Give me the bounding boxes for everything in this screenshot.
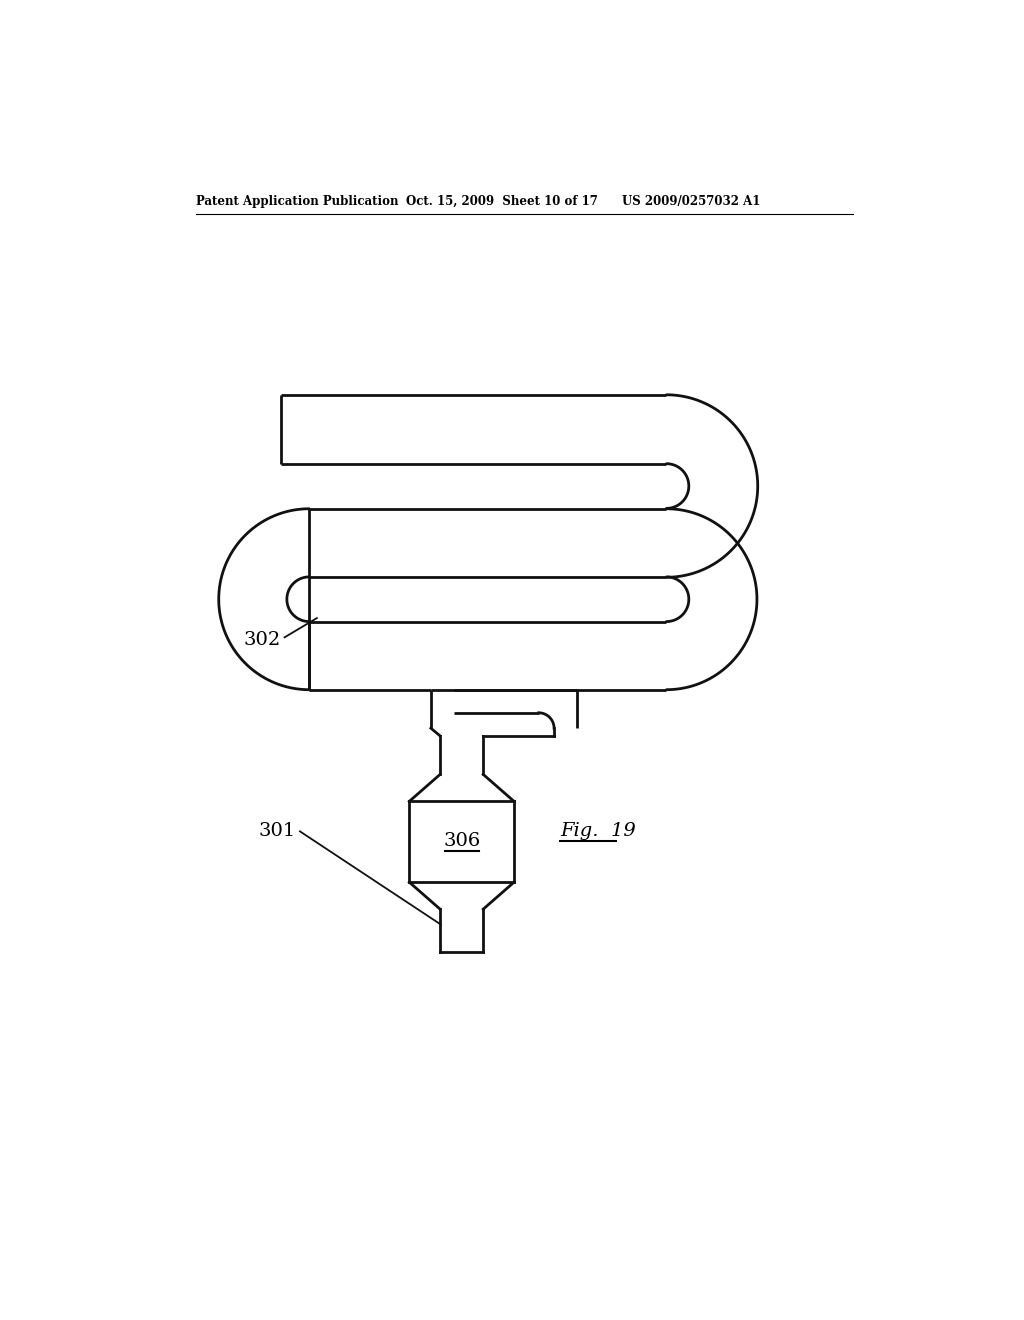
Text: Patent Application Publication: Patent Application Publication xyxy=(196,195,398,209)
Text: US 2009/0257032 A1: US 2009/0257032 A1 xyxy=(622,195,760,209)
Text: Oct. 15, 2009  Sheet 10 of 17: Oct. 15, 2009 Sheet 10 of 17 xyxy=(407,195,598,209)
Text: 306: 306 xyxy=(443,833,480,850)
Text: 301: 301 xyxy=(259,822,296,841)
Text: 302: 302 xyxy=(244,631,281,648)
Text: Fig.  19: Fig. 19 xyxy=(560,822,636,841)
